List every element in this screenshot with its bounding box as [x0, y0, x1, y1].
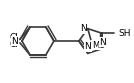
Text: Me: Me [92, 41, 104, 50]
Text: N: N [84, 42, 91, 51]
Text: N: N [80, 24, 87, 33]
Text: N: N [99, 38, 106, 47]
Text: N: N [11, 37, 18, 45]
Text: SH: SH [118, 29, 131, 38]
Text: Cl: Cl [9, 33, 18, 42]
Text: Cl: Cl [9, 40, 18, 49]
